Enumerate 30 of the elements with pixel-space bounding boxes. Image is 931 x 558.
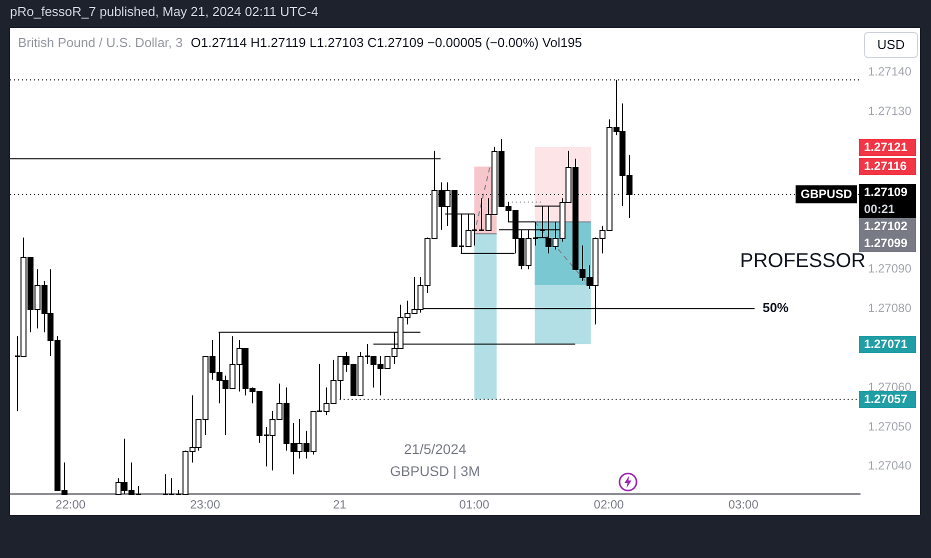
y-tick-label: 1.27040	[868, 458, 912, 473]
x-tick-label: 23:00	[190, 498, 220, 512]
text: 1.27071	[859, 336, 916, 353]
y-tick-label: 1.27060	[868, 380, 912, 394]
text: 1.27109	[859, 184, 916, 201]
text: 00:21	[859, 201, 916, 218]
y-tick-label: 1.27050	[868, 419, 912, 434]
chart-subtitle: O1.27114 H1.27119 L1.27103 C1.27109 −0.00005 (−0.00%) Vol195	[190, 35, 582, 50]
x-tick-label: 22:00	[56, 498, 86, 512]
y-tick-label: 1.27090	[868, 262, 912, 276]
text: 1.27099	[859, 235, 916, 252]
text: 1.27057	[859, 391, 916, 408]
text: 1.27116	[859, 158, 916, 175]
currency-button: USD	[864, 32, 918, 58]
x-tick-label: 02:00	[594, 498, 624, 512]
x-tick-label: 21	[333, 498, 347, 512]
annotation: PROFESSOR	[740, 250, 866, 273]
series-label: 50%	[762, 300, 790, 316]
x-tick-label: 01:00	[459, 498, 490, 512]
chart-title: British Pound / U.S. Dollar, 3	[18, 35, 183, 50]
text: 1.27102	[859, 218, 916, 235]
ref-line-label: GBPUSD	[800, 187, 852, 202]
text: pRo_fessoR_7 published, May 21, 2024 02:11 UTC-4	[10, 4, 318, 20]
y-tick-label: 1.27140	[868, 64, 912, 78]
annotation: 21/5/2024	[404, 441, 466, 458]
x-tick-label: 03:00	[728, 498, 759, 512]
y-tick-label: 1.27130	[868, 104, 912, 118]
text: 1.27121	[859, 139, 916, 156]
y-tick-label: 1.27080	[868, 300, 912, 315]
annotation: GBPUSD | 3M	[390, 463, 480, 480]
